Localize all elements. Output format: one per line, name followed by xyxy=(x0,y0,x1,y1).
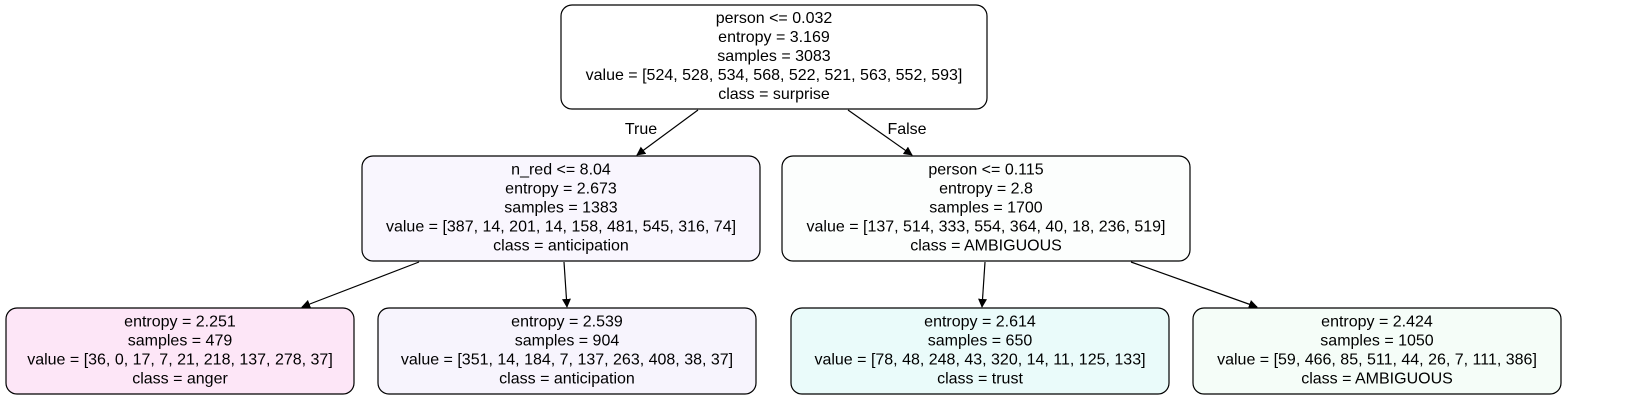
node-text-line: class = anger xyxy=(132,371,228,388)
tree-node-leaf4: entropy = 2.424 samples = 1050 value = [59… xyxy=(1192,307,1562,395)
node-text-line: entropy = 2.539 xyxy=(511,314,623,331)
node-text-line: entropy = 2.424 xyxy=(1321,314,1433,331)
node-text-line: class = AMBIGUOUS xyxy=(910,238,1062,255)
node-box-leaf2 xyxy=(377,307,757,395)
node-text-line: samples = 3083 xyxy=(717,48,831,65)
node-box-right xyxy=(781,155,1191,262)
node-text-line: class = trust xyxy=(937,371,1023,388)
tree-nodes: person <= 0.032 entropy = 3.169 samples = … xyxy=(5,4,1562,395)
node-text-line: value = [36, 0, 17, 7, 21, 218, 137, 278… xyxy=(27,352,333,369)
node-text-line: entropy = 2.8 xyxy=(939,181,1033,198)
edge-arrow-right-to-leaf4 xyxy=(1130,261,1258,309)
edge-arrow-right-to-leaf3 xyxy=(978,261,988,308)
edge-arrow-root-to-right xyxy=(847,109,913,156)
node-text-line: class = anticipation xyxy=(499,371,635,388)
node-text-line: entropy = 2.614 xyxy=(924,314,1036,331)
node-text-line: n_red <= 8.04 xyxy=(511,162,611,179)
node-box-leaf1 xyxy=(5,307,355,395)
edge-label-true: True xyxy=(625,121,657,138)
node-text-line: class = anticipation xyxy=(493,238,629,255)
node-text-line: samples = 904 xyxy=(515,333,620,350)
node-text-line: entropy = 2.251 xyxy=(124,314,236,331)
tree-node-right: person <= 0.115 entropy = 2.8 samples = 17… xyxy=(781,155,1191,262)
tree-node-root: person <= 0.032 entropy = 3.169 samples = … xyxy=(560,4,988,110)
tree-edges: True False xyxy=(301,109,1258,309)
node-text-line: samples = 479 xyxy=(128,333,233,350)
node-box-leaf3 xyxy=(790,307,1170,395)
node-text-line: value = [78, 48, 248, 43, 320, 14, 11, 1… xyxy=(814,352,1145,369)
node-text-line: entropy = 3.169 xyxy=(718,29,830,46)
node-box-leaf4 xyxy=(1192,307,1562,395)
node-text-line: entropy = 2.673 xyxy=(505,181,617,198)
node-box-left xyxy=(361,155,761,262)
node-text-line: person <= 0.115 xyxy=(928,162,1043,179)
node-text-line: value = [137, 514, 333, 554, 364, 40, 18… xyxy=(807,219,1166,236)
node-text-line: value = [351, 14, 184, 7, 137, 263, 408,… xyxy=(401,352,733,369)
node-text-line: samples = 1383 xyxy=(504,200,618,217)
node-text-line: samples = 650 xyxy=(928,333,1033,350)
node-text-line: person <= 0.032 xyxy=(716,10,833,27)
tree-node-left: n_red <= 8.04 entropy = 2.673 samples = 13… xyxy=(361,155,761,262)
edge-arrow-left-to-leaf2 xyxy=(561,261,571,308)
node-text-line: samples = 1050 xyxy=(1320,333,1434,350)
node-text-line: class = AMBIGUOUS xyxy=(1301,371,1453,388)
tree-node-leaf1: entropy = 2.251 samples = 479 value = [36,… xyxy=(5,307,355,395)
edge-arrow-root-to-left xyxy=(636,109,699,156)
node-text-line: value = [59, 466, 85, 511, 44, 26, 7, 11… xyxy=(1217,352,1537,369)
edge-label-false: False xyxy=(887,121,926,138)
node-text-line: value = [387, 14, 201, 14, 158, 481, 545… xyxy=(386,219,736,236)
edge-arrow-left-to-leaf1 xyxy=(301,261,420,309)
tree-node-leaf2: entropy = 2.539 samples = 904 value = [351… xyxy=(377,307,757,395)
tree-node-leaf3: entropy = 2.614 samples = 650 value = [78,… xyxy=(790,307,1170,395)
node-text-line: value = [524, 528, 534, 568, 522, 521, 5… xyxy=(586,67,963,84)
node-box-root xyxy=(560,4,988,110)
node-text-line: class = surprise xyxy=(718,86,830,103)
node-text-line: samples = 1700 xyxy=(929,200,1043,217)
